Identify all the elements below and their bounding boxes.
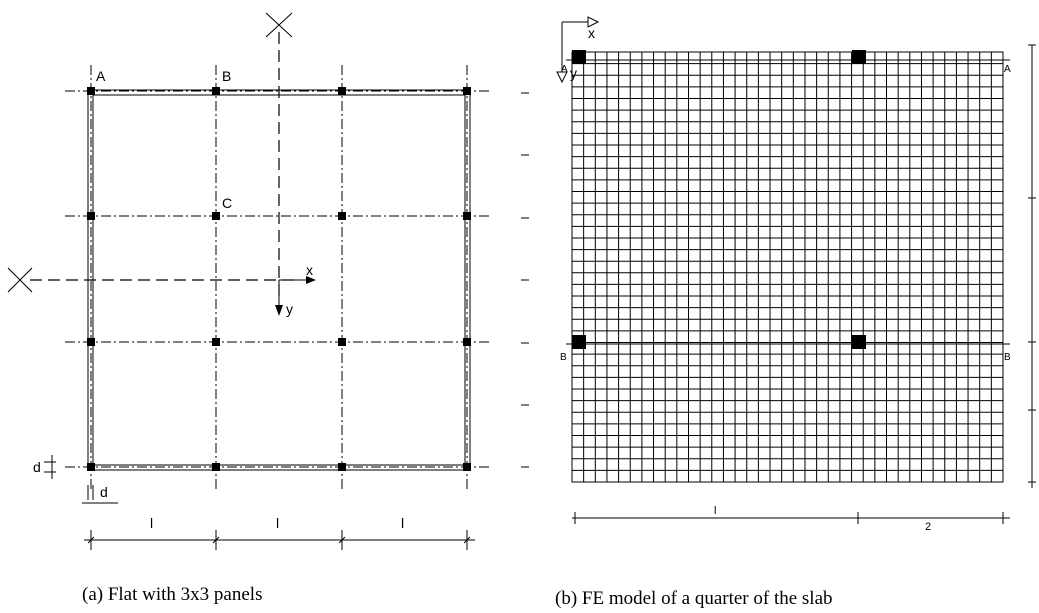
left-panel: x y A B C d d l l l (a) Flat with 3x3 pa… <box>8 13 529 605</box>
fe-mesh <box>572 52 1003 482</box>
column <box>87 87 95 95</box>
column <box>212 87 220 95</box>
span-label: l <box>401 515 404 531</box>
column <box>463 338 471 346</box>
offset-label: d <box>100 484 108 500</box>
column <box>338 338 346 346</box>
symmetry-mark <box>8 268 32 292</box>
axis-label: x <box>306 262 313 278</box>
section-label: A <box>1004 64 1011 75</box>
offset-dim <box>44 455 56 479</box>
axis-label: y <box>286 301 293 317</box>
column <box>572 50 586 64</box>
axis-label: x <box>588 25 595 41</box>
dimension-label: l <box>714 505 716 517</box>
column <box>572 335 586 349</box>
offset-label: d <box>33 459 41 475</box>
column <box>212 212 220 220</box>
caption: (b) FE model of a quarter of the slab <box>555 588 833 609</box>
column <box>463 87 471 95</box>
column <box>338 87 346 95</box>
figure: x y A B C d d l l l (a) Flat with 3x3 pa… <box>0 0 1039 613</box>
span-label: l <box>150 515 153 531</box>
arrow <box>275 305 283 316</box>
point-label: C <box>222 195 232 211</box>
column <box>338 212 346 220</box>
point-label: A <box>96 68 106 84</box>
point-label: B <box>222 68 231 84</box>
section-label: B <box>560 352 567 363</box>
column <box>852 335 866 349</box>
section-label: B <box>1004 352 1011 363</box>
column <box>463 212 471 220</box>
axis-label: y <box>570 65 577 81</box>
column <box>852 50 866 64</box>
mesh-outline <box>572 52 1003 482</box>
dimension-label: 2 <box>925 521 931 533</box>
caption: (a) Flat with 3x3 panels <box>82 584 262 605</box>
column <box>463 463 471 471</box>
arrow <box>557 72 567 82</box>
right-panel: A A B B x y l 2 (b) FE model of a quarte… <box>555 17 1036 609</box>
span-label: l <box>276 515 279 531</box>
